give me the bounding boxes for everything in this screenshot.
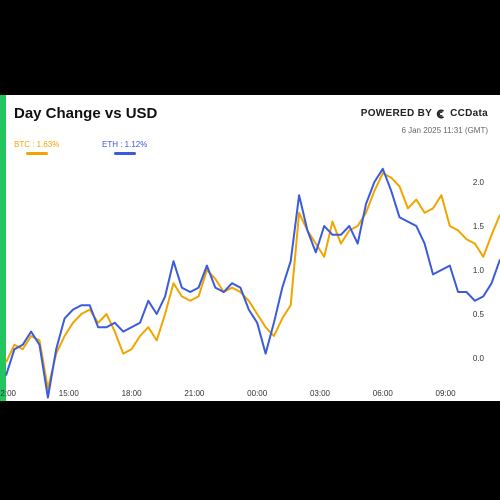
series-line-btc[interactable] [5,172,500,390]
chart-title: Day Change vs USD [14,105,158,122]
x-tick-label: 06:00 [373,389,394,398]
x-tick-label: 00:00 [247,389,268,398]
brand-name: CCData [450,108,488,119]
legend-item-eth[interactable]: ETH : 1.12% [102,140,148,155]
ccdata-logo-icon [436,109,445,118]
legend-swatch-eth [114,152,136,155]
chart-plot: 0.0 0.5 1.0 1.5 2.0 12:00 15:00 18:00 21:00 00:00… [0,167,500,399]
x-tick-label: 09:00 [436,389,457,398]
x-tick-label: 15:00 [59,389,80,398]
y-tick-label: 0.5 [473,310,485,319]
y-tick-label: 0.0 [473,354,485,363]
legend-label-btc: BTC : 1.63% [14,140,60,149]
accent-bar [0,95,6,401]
legend-label-eth: ETH : 1.12% [102,140,148,149]
y-tick-label: 1.0 [473,266,485,275]
legend-item-btc[interactable]: BTC : 1.63% [14,140,60,155]
legend-swatch-btc [26,152,48,155]
branding: POWERED BY CCData [361,108,488,119]
y-tick-label: 2.0 [473,178,485,187]
y-tick-label: 1.5 [473,222,485,231]
series-line-eth[interactable] [5,167,500,399]
chart-card: 0.0 0.5 1.0 1.5 2.0 12:00 15:00 18:00 21:00 00:00… [0,95,500,401]
x-tick-label: 12:00 [0,389,17,398]
x-tick-label: 03:00 [310,389,331,398]
x-tick-label: 21:00 [184,389,205,398]
powered-by-label: POWERED BY [360,108,433,119]
timestamp: 6 Jan 2025 11:31 (GMT) [401,126,488,135]
x-tick-label: 18:00 [122,389,143,398]
